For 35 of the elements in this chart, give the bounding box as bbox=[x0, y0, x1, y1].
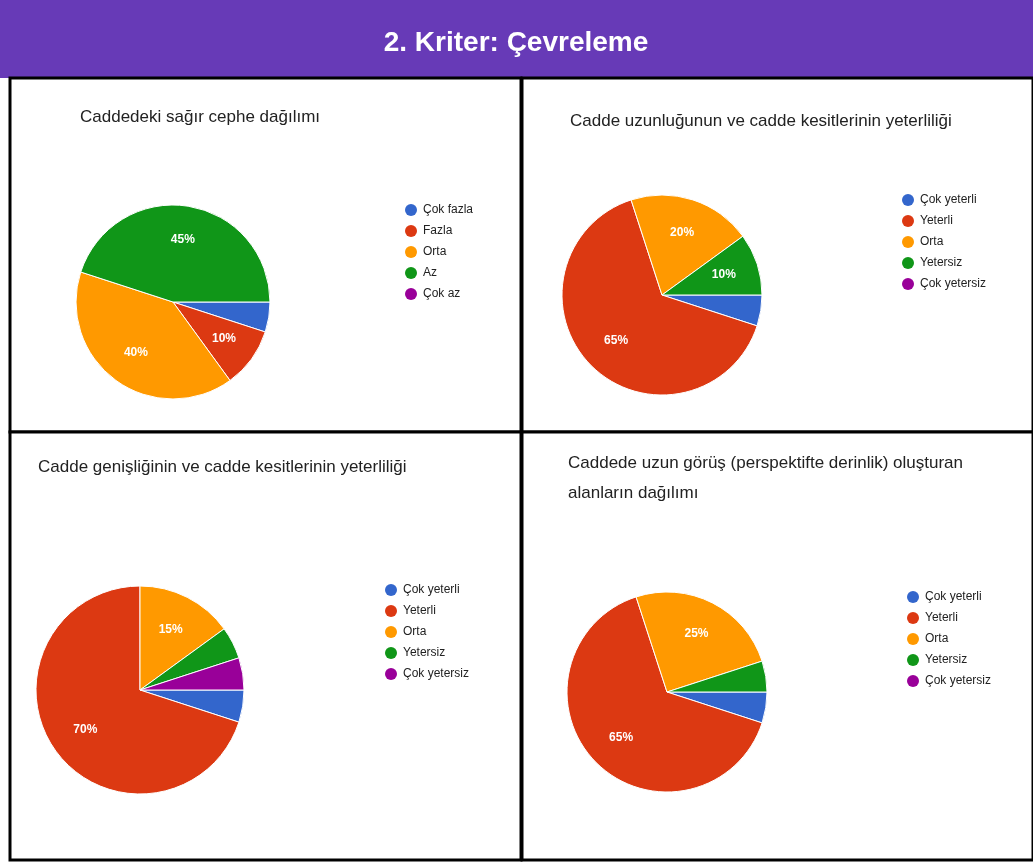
legend-label: Yetersiz bbox=[925, 652, 968, 667]
legend-label: Yetersiz bbox=[403, 645, 446, 660]
legend-label: Orta bbox=[423, 244, 447, 259]
legend-label: Çok yeterli bbox=[920, 192, 977, 207]
data-label: 20% bbox=[670, 225, 695, 240]
legend-label: Çok fazla bbox=[423, 202, 474, 217]
legend-label: Orta bbox=[403, 624, 427, 639]
chart-title: Caddede uzun görüş (perspektifte derinlik) oluşturan alanların dağılımı bbox=[568, 453, 964, 502]
legend-label: Fazla bbox=[423, 223, 453, 238]
legend-label: Orta bbox=[925, 631, 949, 646]
data-label: 70% bbox=[73, 721, 98, 736]
text: 2. Kriter: Çevreleme bbox=[383, 26, 649, 58]
legend-label: Orta bbox=[920, 234, 944, 249]
legend-label: Çok yetersiz bbox=[920, 276, 987, 291]
legend-label: Çok yeterli bbox=[403, 582, 460, 597]
legend-label: Çok yeterli bbox=[925, 589, 982, 604]
data-label: 65% bbox=[604, 333, 629, 348]
legend-label: Yeterli bbox=[920, 213, 953, 228]
chart-title: Caddedeki sağır cephe dağılımı bbox=[80, 107, 321, 126]
data-label: 15% bbox=[158, 621, 184, 636]
chart-title: Cadde uzunluğunun ve cadde kesitlerinin yeterliliği bbox=[570, 111, 952, 130]
data-label: 25% bbox=[684, 626, 709, 641]
data-label: 10% bbox=[211, 331, 237, 346]
legend-label: Yeterli bbox=[925, 610, 958, 625]
legend-label: Az bbox=[423, 265, 438, 280]
data-label: 40% bbox=[123, 345, 149, 360]
legend-label: Yetersiz bbox=[920, 255, 963, 270]
data-label: 65% bbox=[609, 730, 634, 745]
legend-label: Çok az bbox=[423, 286, 461, 301]
legend-label: Yeterli bbox=[403, 603, 436, 618]
data-label: 10% bbox=[711, 267, 737, 282]
legend-label: Çok yetersiz bbox=[925, 673, 992, 688]
chart-title: Cadde genişliğinin ve cadde kesitlerinin yeterliliği bbox=[38, 457, 407, 476]
legend-label: Çok yetersiz bbox=[403, 666, 470, 681]
data-label: 45% bbox=[170, 231, 196, 246]
